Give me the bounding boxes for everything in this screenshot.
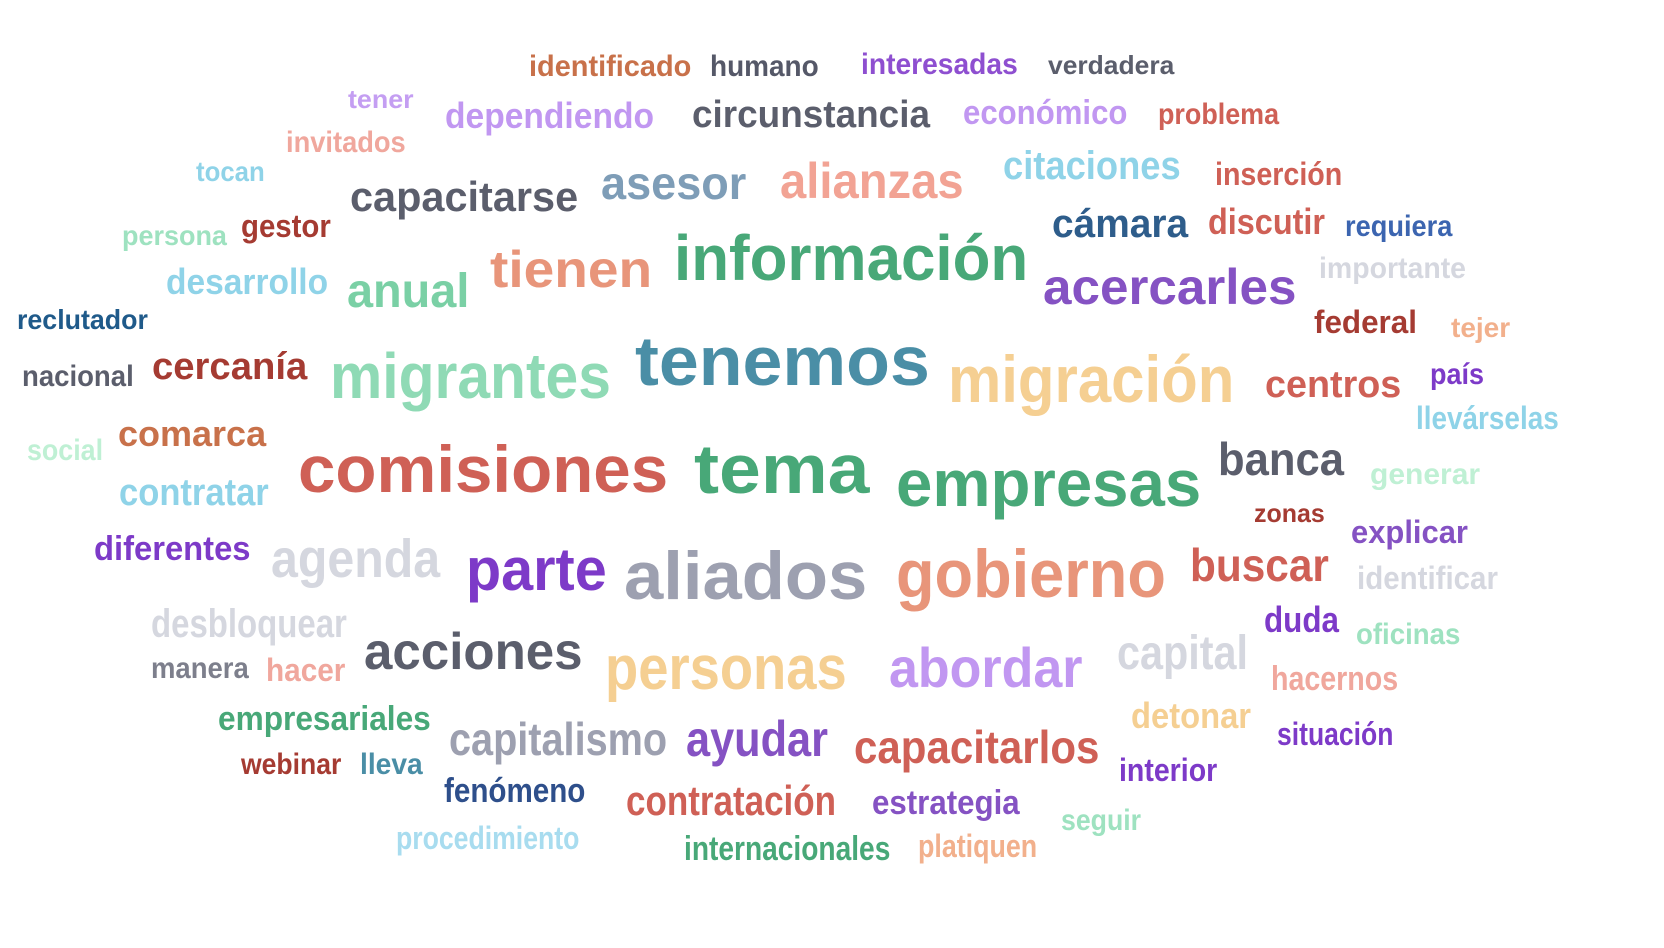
word-webinar: webinar <box>241 748 342 781</box>
word-interesadas: interesadas <box>861 48 1018 81</box>
word-procedimiento: procedimiento <box>396 820 580 856</box>
word-economico: económico <box>963 94 1128 132</box>
word-contratacion: contratación <box>626 777 837 824</box>
word-llevarselas: llevárselas <box>1416 400 1559 436</box>
word-tenemos: tenemos <box>635 322 930 400</box>
word-agenda: agenda <box>271 529 441 589</box>
word-migrantes: migrantes <box>330 340 611 412</box>
word-problema: problema <box>1158 98 1280 131</box>
word-estrategia: estrategia <box>872 784 1020 822</box>
word-detonar: detonar <box>1131 695 1252 736</box>
word-circunstancia: circunstancia <box>692 94 930 136</box>
word-centros: centros <box>1265 364 1402 406</box>
word-ayudar: ayudar <box>686 711 828 767</box>
word-verdadera: verdadera <box>1048 50 1175 80</box>
word-identificado: identificado <box>529 50 692 83</box>
word-manera: manera <box>151 652 249 685</box>
word-internacionales: internacionales <box>684 830 891 868</box>
word-cercania: cercanía <box>152 346 308 388</box>
word-dependiendo: dependiendo <box>445 95 654 136</box>
word-parte: parte <box>466 536 607 603</box>
word-platiquen: platiquen <box>918 828 1038 864</box>
word-empresariales: empresariales <box>218 700 431 738</box>
word-discutir: discutir <box>1208 201 1326 242</box>
word-desarrollo: desarrollo <box>166 261 329 302</box>
word-nacional: nacional <box>22 360 134 393</box>
word-hacer: hacer <box>266 652 346 688</box>
word-citaciones: citaciones <box>1003 144 1181 188</box>
word-identificar: identificar <box>1357 560 1498 596</box>
word-banca: banca <box>1218 433 1344 485</box>
word-explicar: explicar <box>1351 514 1468 550</box>
word-informacion: información <box>674 222 1029 294</box>
word-pais: país <box>1430 358 1485 391</box>
word-capacitarlos: capacitarlos <box>854 721 1100 773</box>
word-lleva: lleva <box>360 748 423 781</box>
word-situacion: situación <box>1277 716 1394 752</box>
word-social: social <box>27 434 104 467</box>
word-anual: anual <box>347 265 470 318</box>
word-interior: interior <box>1119 752 1218 788</box>
word-reclutador: reclutador <box>17 304 148 335</box>
word-importante: importante <box>1319 252 1467 285</box>
word-asesor: asesor <box>601 157 747 209</box>
word-contratar: contratar <box>119 472 269 514</box>
word-seguir: seguir <box>1061 804 1142 837</box>
word-tema: tema <box>694 430 870 508</box>
word-tienen: tienen <box>490 241 653 299</box>
word-persona: persona <box>122 220 227 251</box>
word-capital: capital <box>1117 627 1249 680</box>
word-gestor: gestor <box>241 208 331 244</box>
word-hacernos: hacernos <box>1271 660 1399 698</box>
word-zonas: zonas <box>1254 498 1325 528</box>
word-acercarles: acercarles <box>1043 259 1297 315</box>
word-federal: federal <box>1314 304 1417 340</box>
word-camara: cámara <box>1052 202 1189 246</box>
word-duda: duda <box>1264 599 1339 640</box>
word-comisiones: comisiones <box>298 432 669 506</box>
word-desbloquear: desbloquear <box>151 602 347 646</box>
word-tocan: tocan <box>196 156 265 187</box>
word-capitalismo: capitalismo <box>449 713 668 765</box>
word-buscar: buscar <box>1190 539 1329 591</box>
word-capacitarse: capacitarse <box>350 173 579 220</box>
word-tener: tener <box>348 84 414 114</box>
word-aliados: aliados <box>624 538 868 614</box>
word-insercion: inserción <box>1215 156 1343 192</box>
word-requiera: requiera <box>1345 210 1453 243</box>
word-migracion: migración <box>948 342 1235 416</box>
word-invitados: invitados <box>286 126 406 159</box>
word-fenomeno: fenómeno <box>444 772 586 810</box>
word-generar: generar <box>1370 458 1481 491</box>
word-tejer: tejer <box>1451 312 1511 343</box>
word-oficinas: oficinas <box>1356 618 1461 651</box>
word-abordar: abordar <box>889 636 1083 699</box>
word-diferentes: diferentes <box>94 530 251 568</box>
word-personas: personas <box>605 634 847 703</box>
word-gobierno: gobierno <box>896 536 1166 612</box>
word-empresas: empresas <box>896 446 1202 520</box>
word-acciones: acciones <box>364 623 583 681</box>
word-alianzas: alianzas <box>780 153 964 209</box>
word-comarca: comarca <box>118 413 267 454</box>
word-humano: humano <box>710 50 819 83</box>
